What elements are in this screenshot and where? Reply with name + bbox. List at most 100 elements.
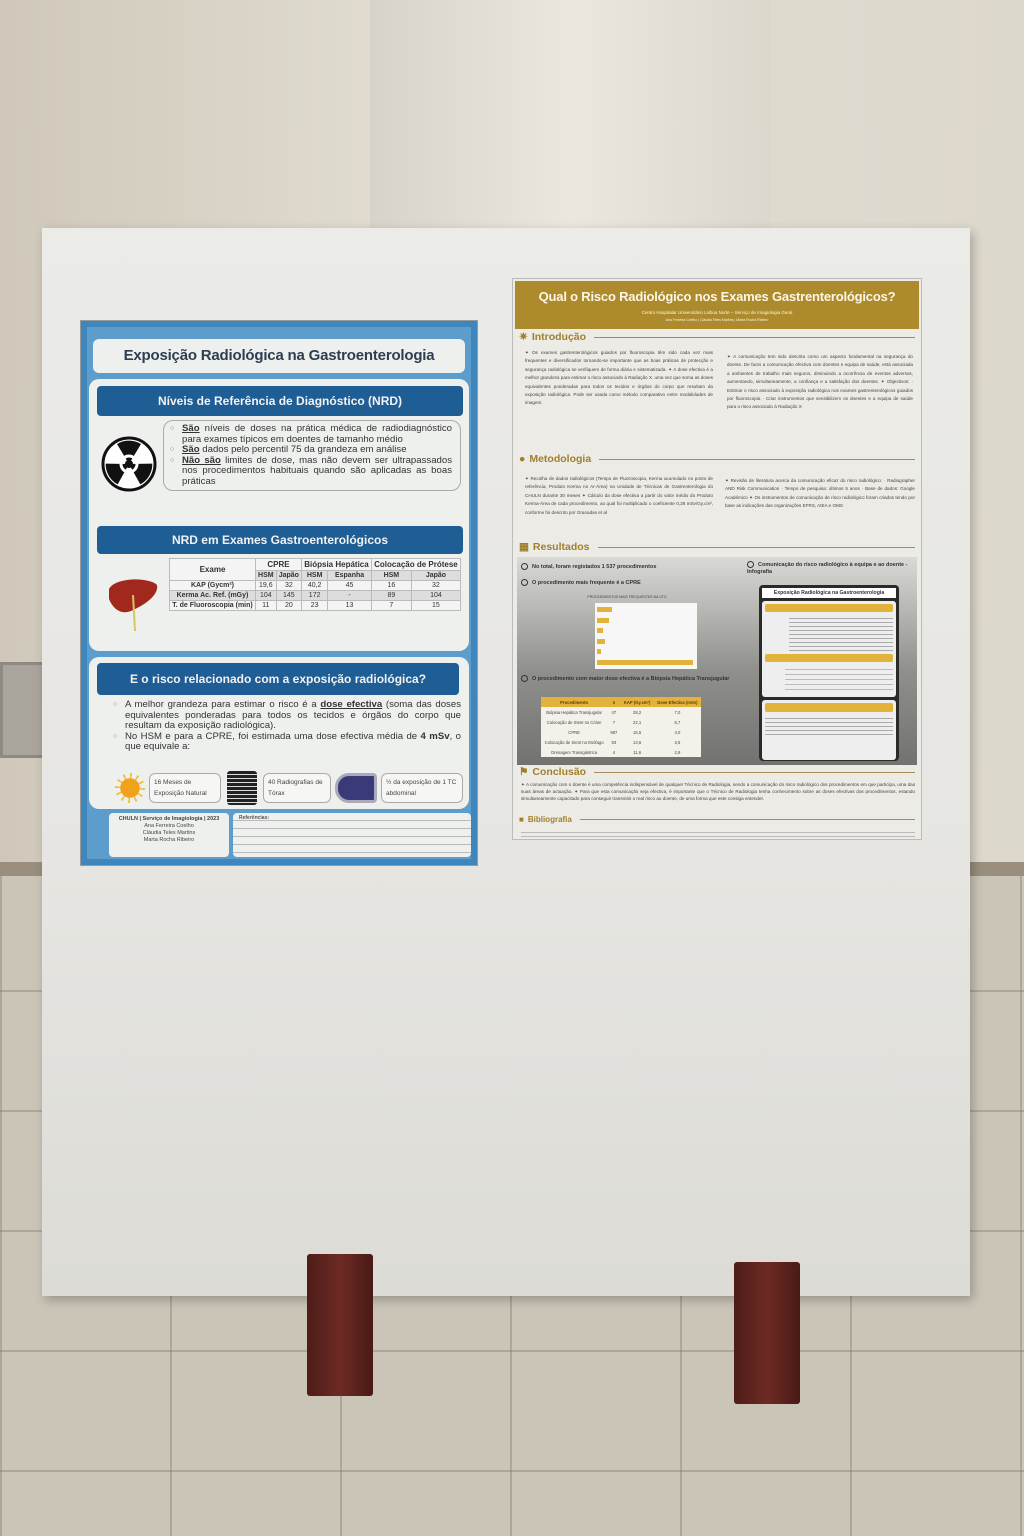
chest-xray-icon [227, 771, 257, 805]
table-cell: Colocação de Stent no Cólon [546, 719, 602, 725]
table-row: KAP (Gycm²) 19,6 32 40,2 45 16 32 [169, 580, 462, 591]
table-cell: 104 [410, 590, 462, 601]
table-cell: 47 [611, 709, 617, 715]
magnifier-icon: ● [519, 453, 526, 465]
book-icon: ■ [519, 815, 524, 824]
table-cell: 7,0 [674, 709, 681, 715]
subcol-header: Japão [275, 570, 303, 581]
table-cell: 13,6 [633, 739, 642, 745]
table-cell: 5,7 [674, 719, 681, 725]
column-header: Dose Efectiva (mSv) [653, 697, 701, 707]
table-cell: 7 [612, 719, 616, 725]
table-row: Kerma Ac. Ref. (mGy) 104 145 172-89 104 [169, 590, 462, 601]
procedures-chart [595, 603, 697, 669]
section-introducao: ✷ Introdução [519, 331, 915, 343]
risk-header: E o risco relacionado com a exposição ra… [97, 663, 459, 695]
target-icon [747, 561, 754, 568]
poster-title-bar: Qual o Risco Radiológico nos Exames Gast… [515, 281, 919, 329]
board-foot-left [307, 1254, 373, 1396]
table-cell: 104 [254, 590, 277, 601]
subcol-header: HSM [370, 570, 412, 581]
table-cell: 987 [610, 729, 618, 735]
table-cell: 32 [275, 580, 303, 591]
target-icon [521, 579, 528, 586]
table-cell: 4,0 [674, 729, 681, 735]
table-cell: 2,9 [674, 749, 681, 755]
authors-box: CHULN | Serviço de Imagiologia | 2023 Ana… [109, 813, 229, 857]
poster-title: Exposição Radiológica na Gastroenterolog… [93, 339, 465, 373]
table-cell: 40,2 [301, 580, 329, 591]
bullet: São níveis de doses na prática médica de… [170, 423, 452, 445]
table-cell: 45 [327, 580, 372, 591]
bullet: Não são limites de dose, mas não devem s… [170, 455, 452, 488]
bullet: São dados pelo percentil 75 da grandeza … [170, 444, 452, 456]
poster-left: Exposição Radiológica na Gastroenterolog… [80, 320, 478, 866]
chart-icon: ▦ [519, 541, 529, 553]
chart-bar [597, 638, 605, 644]
table-cell: - [327, 590, 372, 601]
chart-bar [597, 649, 601, 654]
row-label: Kerma Ac. Ref. (mGy) [169, 590, 256, 601]
table-cell: 28,2 [633, 709, 642, 715]
liver-icon [109, 579, 158, 632]
chart-bar [597, 617, 609, 623]
table-row: CPRE 987 15,5 4,0 [541, 727, 701, 737]
table-cell: 32 [410, 580, 462, 591]
risk-bullets: A melhor grandeza para estimar o risco é… [113, 699, 461, 753]
table-row: Colocação de Stent no Esófago 93 13,6 3,5 [541, 737, 701, 747]
dose-table: Procedimento n KAP (Gy.cm²) Dose Efectiva (… [541, 697, 701, 757]
nrd-table-header: NRD em Exames Gastroenterológicos [97, 526, 463, 554]
table-cell: 89 [370, 590, 412, 601]
table-cell: 4 [612, 749, 616, 755]
bibliography-text [521, 829, 915, 838]
pillar [370, 0, 770, 232]
nrd-table: Exame CPRE Biópsia Hepática Colocação de Pr… [169, 558, 462, 611]
table-cell: 172 [301, 590, 329, 601]
table-row: T. de Fluoroscopia (min) 11 20 23 13 7 15 [169, 600, 462, 611]
row-label: KAP (Gycm²) [169, 580, 256, 591]
table-cell: 16 [370, 580, 412, 591]
table-row: Drenagem Transgástrica 4 11,6 2,9 [541, 747, 701, 757]
nrd-header: Níveis de Referência de Diagnóstico (NRD… [97, 386, 463, 416]
table-row: Colocação de Stent no Cólon 7 22,1 5,7 [541, 717, 701, 727]
poster-right: Qual o Risco Radiológico nos Exames Gast… [512, 278, 922, 840]
subcol-header: Espanha [327, 570, 372, 581]
infographic-thumbnail: Exposição Radiológica na Gastroenterolog… [759, 585, 899, 761]
subcol-header: Japão [410, 570, 462, 581]
column-header: KAP (Gy.cm²) [620, 697, 654, 707]
table-cell: Biópsia Hepática Transjugular [546, 709, 602, 715]
chart-title: PROCEDIMENTOS MAIS FREQUENTES NA UTG [587, 595, 667, 599]
table-cell: 20 [275, 600, 303, 611]
target-icon [521, 675, 528, 682]
flag-icon: ⚑ [519, 766, 529, 778]
table-cell: 23 [301, 600, 329, 611]
table-cell: 15 [410, 600, 462, 611]
chart-bar [597, 607, 613, 612]
table-cell: 13 [327, 600, 372, 611]
target-icon [521, 563, 528, 570]
table-cell: 15,5 [633, 729, 642, 735]
subcol-header: HSM [254, 570, 277, 581]
references-box: Referências: [233, 813, 471, 857]
section-bibliografia: ■ Bibliografia [519, 815, 915, 824]
table-cell: 145 [275, 590, 303, 601]
column-header: Procedimento [541, 697, 608, 707]
table-row: Biópsia Hepática Transjugular 47 28,2 7,0 [541, 707, 701, 717]
section-resultados: ▦ Resultados [519, 541, 915, 553]
chart-bar [597, 659, 693, 665]
table-cell: Colocação de Stent no Esófago [544, 739, 604, 745]
table-cell: 22,1 [633, 719, 642, 725]
chart-bar [597, 628, 603, 633]
column-header: n [607, 697, 621, 707]
table-cell: Drenagem Transgástrica [551, 749, 598, 755]
sun-icon: ✷ [519, 331, 528, 343]
nrd-bullets: São níveis de doses na prática médica de… [163, 420, 461, 491]
equivalent-box: 16 Meses de Exposição Natural [149, 773, 221, 803]
table-cell: 3,5 [674, 739, 681, 745]
radiation-icon [101, 436, 157, 492]
table-cell: 19,6 [254, 580, 277, 591]
section-conclusao: ⚑ Conclusão [519, 766, 915, 778]
section-metodologia: ● Metodologia [519, 453, 915, 465]
row-label: T. de Fluoroscopia (min) [169, 600, 256, 611]
table-cell: 11 [254, 600, 277, 611]
